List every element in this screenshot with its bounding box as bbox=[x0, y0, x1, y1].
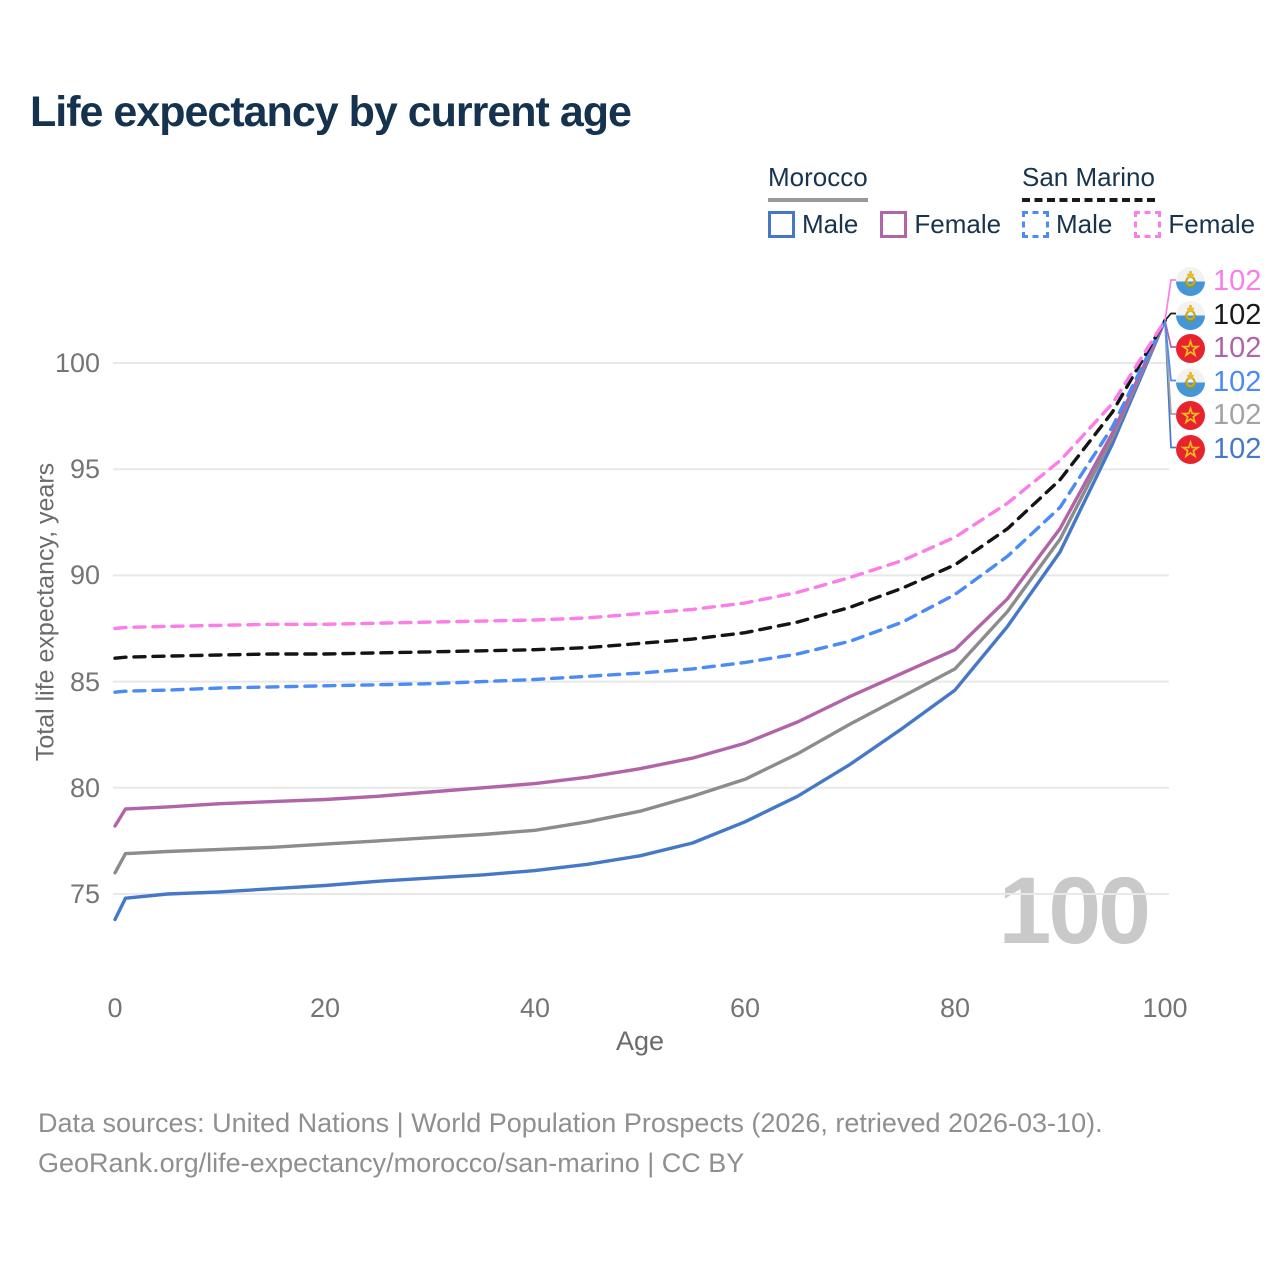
end-label-connector bbox=[1164, 279, 1176, 321]
end-label-value: 102 bbox=[1213, 432, 1262, 465]
san-marino-flag-icon bbox=[1176, 267, 1205, 296]
data-sources-note: Data sources: United Nations | World Pop… bbox=[38, 1108, 1103, 1138]
san-marino-flag-icon bbox=[1176, 300, 1205, 330]
series-line-morocco-female[interactable] bbox=[113, 318, 1167, 828]
end-label-row-morocco-female[interactable]: 102 bbox=[1176, 332, 1261, 365]
legend-group-morocco: Morocco Male Female bbox=[768, 162, 1023, 240]
x-tick-label-100: 100 bbox=[1142, 993, 1188, 1023]
y-tick-label-100: 100 bbox=[54, 348, 100, 378]
legend-item-morocco-female[interactable]: Female bbox=[880, 209, 1001, 240]
end-label-row-san-marino-both[interactable]: 102 bbox=[1176, 299, 1261, 332]
legend-country-morocco[interactable]: Morocco bbox=[768, 162, 868, 202]
x-tick-label-40: 40 bbox=[519, 993, 551, 1023]
end-label-value: 102 bbox=[1213, 365, 1262, 398]
series-line-morocco-both[interactable] bbox=[113, 318, 1167, 875]
end-label-row-san-marino-female[interactable]: 102 bbox=[1176, 265, 1261, 298]
page-title: Life expectancy by current age bbox=[30, 88, 632, 136]
end-label-value: 102 bbox=[1213, 265, 1262, 297]
end-label-value: 102 bbox=[1213, 298, 1262, 331]
legend-country-san-marino[interactable]: San Marino bbox=[1022, 162, 1155, 202]
x-tick-label-20: 20 bbox=[309, 993, 341, 1023]
line-style-swatch bbox=[1022, 211, 1049, 238]
series-line-san-marino-both[interactable] bbox=[113, 318, 1167, 660]
line-style-swatch bbox=[880, 211, 908, 238]
morocco-flag-icon bbox=[1176, 401, 1205, 430]
x-axis-title: Age bbox=[615, 1026, 665, 1056]
san-marino-flag-icon bbox=[1176, 367, 1205, 397]
legend-item-san-marino-male[interactable]: Male bbox=[1022, 209, 1112, 240]
y-tick-label-95: 95 bbox=[69, 454, 100, 485]
attribution-note: GeoRank.org/life-expectancy/morocco/san-… bbox=[38, 1148, 745, 1178]
y-tick-label-80: 80 bbox=[69, 772, 100, 803]
end-label-row-san-marino-male[interactable]: 102 bbox=[1176, 366, 1261, 399]
y-tick-label-85: 85 bbox=[69, 666, 100, 697]
legend-item-label: Female bbox=[1168, 209, 1256, 239]
series-line-morocco-male[interactable] bbox=[113, 318, 1167, 922]
series-line-san-marino-male[interactable] bbox=[113, 318, 1167, 694]
line-style-swatch bbox=[1134, 211, 1162, 238]
series-line-san-marino-female[interactable] bbox=[113, 318, 1167, 631]
morocco-flag-icon bbox=[1176, 434, 1205, 464]
end-label-value: 102 bbox=[1213, 332, 1262, 364]
end-label-connector bbox=[1164, 320, 1176, 382]
legend-group-san-marino: San Marino Male Female bbox=[1022, 162, 1277, 240]
y-tick-label-75: 75 bbox=[69, 879, 100, 909]
end-label-row-morocco-both[interactable]: 102 bbox=[1176, 399, 1261, 432]
end-label-row-morocco-male[interactable]: 102 bbox=[1176, 433, 1261, 466]
y-tick-label-90: 90 bbox=[69, 560, 100, 591]
legend-item-san-marino-female[interactable]: Female bbox=[1134, 209, 1255, 240]
end-label-connector bbox=[1164, 320, 1176, 348]
line-style-swatch bbox=[768, 211, 795, 238]
age-watermark: 100 bbox=[998, 858, 1151, 964]
x-tick-label-0: 0 bbox=[107, 993, 123, 1023]
legend-item-label: Male bbox=[1056, 209, 1113, 239]
end-label-connector bbox=[1164, 312, 1176, 322]
end-label-connector bbox=[1164, 320, 1176, 415]
legend-item-label: Male bbox=[802, 209, 859, 239]
x-tick-label-60: 60 bbox=[729, 993, 761, 1023]
x-tick-label-80: 80 bbox=[939, 993, 971, 1023]
legend-item-morocco-male[interactable]: Male bbox=[768, 209, 858, 240]
morocco-flag-icon bbox=[1176, 334, 1205, 363]
legend-item-label: Female bbox=[914, 209, 1002, 239]
end-label-value: 102 bbox=[1213, 399, 1262, 431]
